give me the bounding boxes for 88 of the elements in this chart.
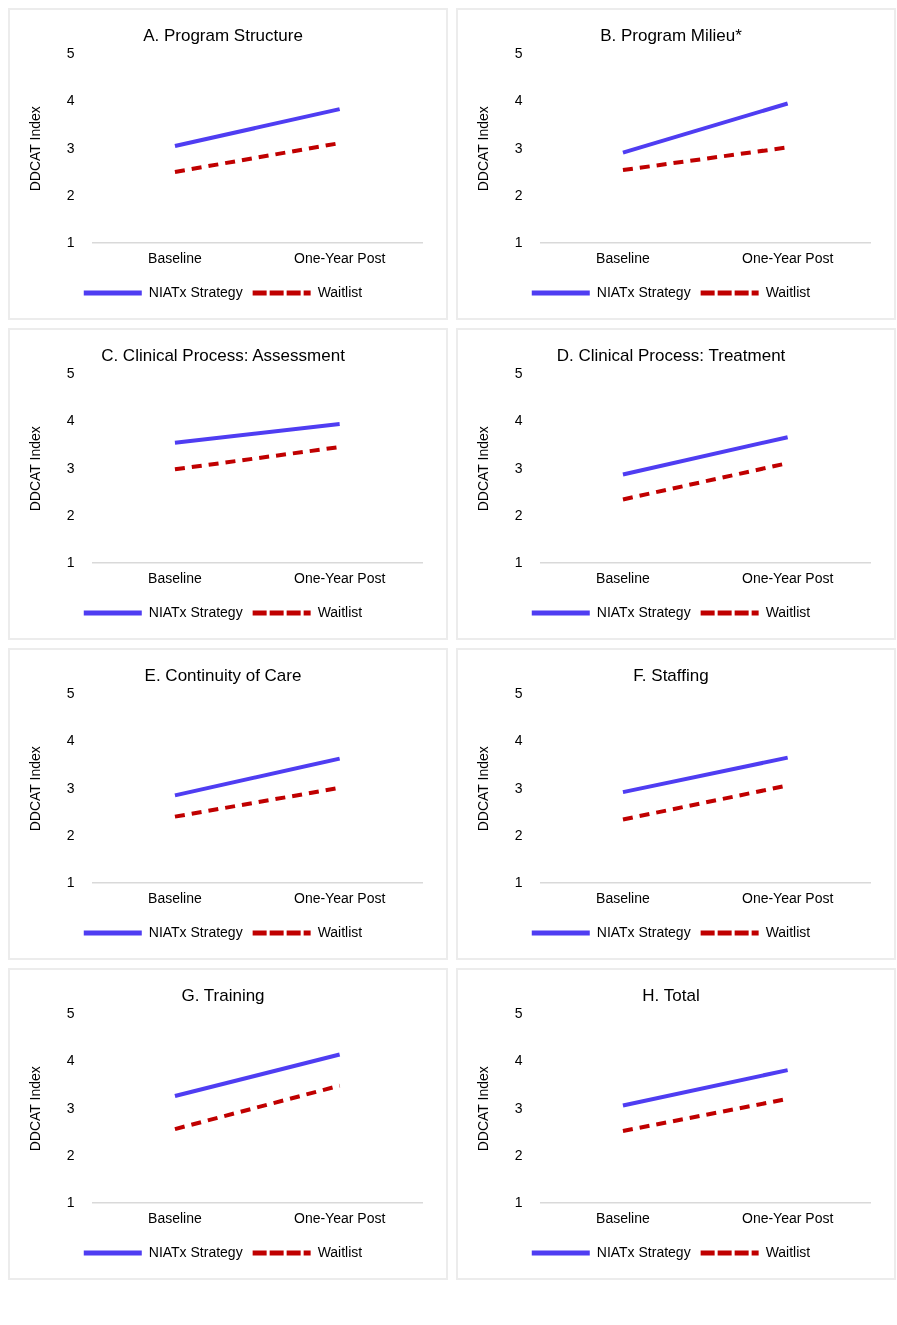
- x-tick-label: Baseline: [596, 890, 651, 907]
- legend-label: NIATx Strategy: [596, 283, 691, 300]
- y-tick-label: 4: [66, 732, 75, 749]
- x-tick-label: Baseline: [596, 250, 651, 267]
- y-tick-label: 1: [66, 234, 75, 251]
- legend-label: Waitlist: [317, 283, 363, 300]
- y-tick-label: 5: [66, 1005, 75, 1022]
- legend-label: Waitlist: [317, 603, 363, 620]
- y-tick-label: 3: [66, 1099, 75, 1116]
- y-tick-label: 4: [66, 412, 75, 429]
- y-tick-label: 2: [514, 826, 523, 843]
- y-axis-title: DDCAT Index: [475, 746, 492, 832]
- x-tick-label: Baseline: [596, 570, 651, 587]
- x-tick-label: One-Year Post: [741, 250, 834, 267]
- y-tick-label: 3: [514, 1099, 523, 1116]
- y-tick-label: 2: [66, 506, 75, 523]
- y-axis-title: DDCAT Index: [27, 106, 44, 192]
- y-tick-label: 1: [514, 1194, 523, 1211]
- y-tick-label: 5: [514, 685, 523, 702]
- legend-label: Waitlist: [765, 603, 811, 620]
- y-tick-label: 4: [514, 412, 523, 429]
- y-tick-label: 5: [66, 685, 75, 702]
- y-tick-label: 2: [66, 186, 75, 203]
- legend-label: NIATx Strategy: [596, 923, 691, 940]
- x-tick-label: One-Year Post: [741, 1210, 834, 1227]
- y-tick-label: 4: [514, 92, 523, 109]
- y-tick-label: 1: [514, 234, 523, 251]
- x-tick-label: One-Year Post: [293, 890, 386, 907]
- y-tick-label: 1: [66, 874, 75, 891]
- y-axis-title: DDCAT Index: [27, 746, 44, 832]
- chart-title: F. Staffing: [633, 665, 709, 685]
- legend-label: Waitlist: [765, 1243, 811, 1260]
- chart-title: E. Continuity of Care: [144, 665, 302, 685]
- chart-title: H. Total: [642, 985, 700, 1005]
- legend-label: NIATx Strategy: [148, 603, 243, 620]
- chart-title: B. Program Milieu*: [600, 25, 743, 45]
- y-axis-title: DDCAT Index: [475, 426, 492, 512]
- y-axis-title: DDCAT Index: [27, 426, 44, 512]
- y-tick-label: 4: [66, 92, 75, 109]
- chart-title: C. Clinical Process: Assessment: [101, 345, 346, 365]
- y-tick-label: 2: [66, 826, 75, 843]
- y-tick-label: 3: [66, 779, 75, 796]
- legend-label: Waitlist: [317, 1243, 363, 1260]
- legend-label: Waitlist: [317, 923, 363, 940]
- y-tick-label: 5: [514, 45, 523, 62]
- legend-label: NIATx Strategy: [596, 603, 691, 620]
- y-tick-label: 4: [514, 1052, 523, 1069]
- y-tick-label: 4: [66, 1052, 75, 1069]
- y-tick-label: 4: [514, 732, 523, 749]
- y-tick-label: 3: [66, 139, 75, 156]
- x-tick-label: Baseline: [148, 250, 203, 267]
- y-tick-label: 5: [66, 45, 75, 62]
- y-axis-title: DDCAT Index: [475, 1066, 492, 1152]
- x-tick-label: One-Year Post: [293, 570, 386, 587]
- y-tick-label: 1: [514, 554, 523, 571]
- y-tick-label: 1: [514, 874, 523, 891]
- chart-title: D. Clinical Process: Treatment: [556, 345, 786, 365]
- y-tick-label: 1: [66, 1194, 75, 1211]
- legend-label: NIATx Strategy: [596, 1243, 691, 1260]
- x-tick-label: Baseline: [596, 1210, 651, 1227]
- legend-label: Waitlist: [765, 283, 811, 300]
- x-tick-label: One-Year Post: [293, 250, 386, 267]
- x-tick-label: Baseline: [148, 890, 203, 907]
- y-tick-label: 2: [514, 506, 523, 523]
- chart-title: A. Program Structure: [143, 25, 303, 45]
- legend-label: NIATx Strategy: [148, 283, 243, 300]
- y-tick-label: 2: [514, 1146, 523, 1163]
- y-tick-label: 2: [66, 1146, 75, 1163]
- y-tick-label: 5: [514, 1005, 523, 1022]
- legend-label: Waitlist: [765, 923, 811, 940]
- x-tick-label: One-Year Post: [741, 570, 834, 587]
- y-tick-label: 5: [514, 365, 523, 382]
- x-tick-label: One-Year Post: [293, 1210, 386, 1227]
- x-tick-label: Baseline: [148, 570, 203, 587]
- y-tick-label: 5: [66, 365, 75, 382]
- y-tick-label: 2: [514, 186, 523, 203]
- x-tick-label: Baseline: [148, 1210, 203, 1227]
- y-axis-title: DDCAT Index: [475, 106, 492, 192]
- y-tick-label: 3: [514, 779, 523, 796]
- x-tick-label: One-Year Post: [741, 890, 834, 907]
- y-tick-label: 3: [66, 459, 75, 476]
- y-tick-label: 1: [66, 554, 75, 571]
- chart-title: G. Training: [181, 985, 265, 1005]
- y-tick-label: 3: [514, 139, 523, 156]
- y-axis-title: DDCAT Index: [27, 1066, 44, 1152]
- legend-label: NIATx Strategy: [148, 923, 243, 940]
- y-tick-label: 3: [514, 459, 523, 476]
- legend-label: NIATx Strategy: [148, 1243, 243, 1260]
